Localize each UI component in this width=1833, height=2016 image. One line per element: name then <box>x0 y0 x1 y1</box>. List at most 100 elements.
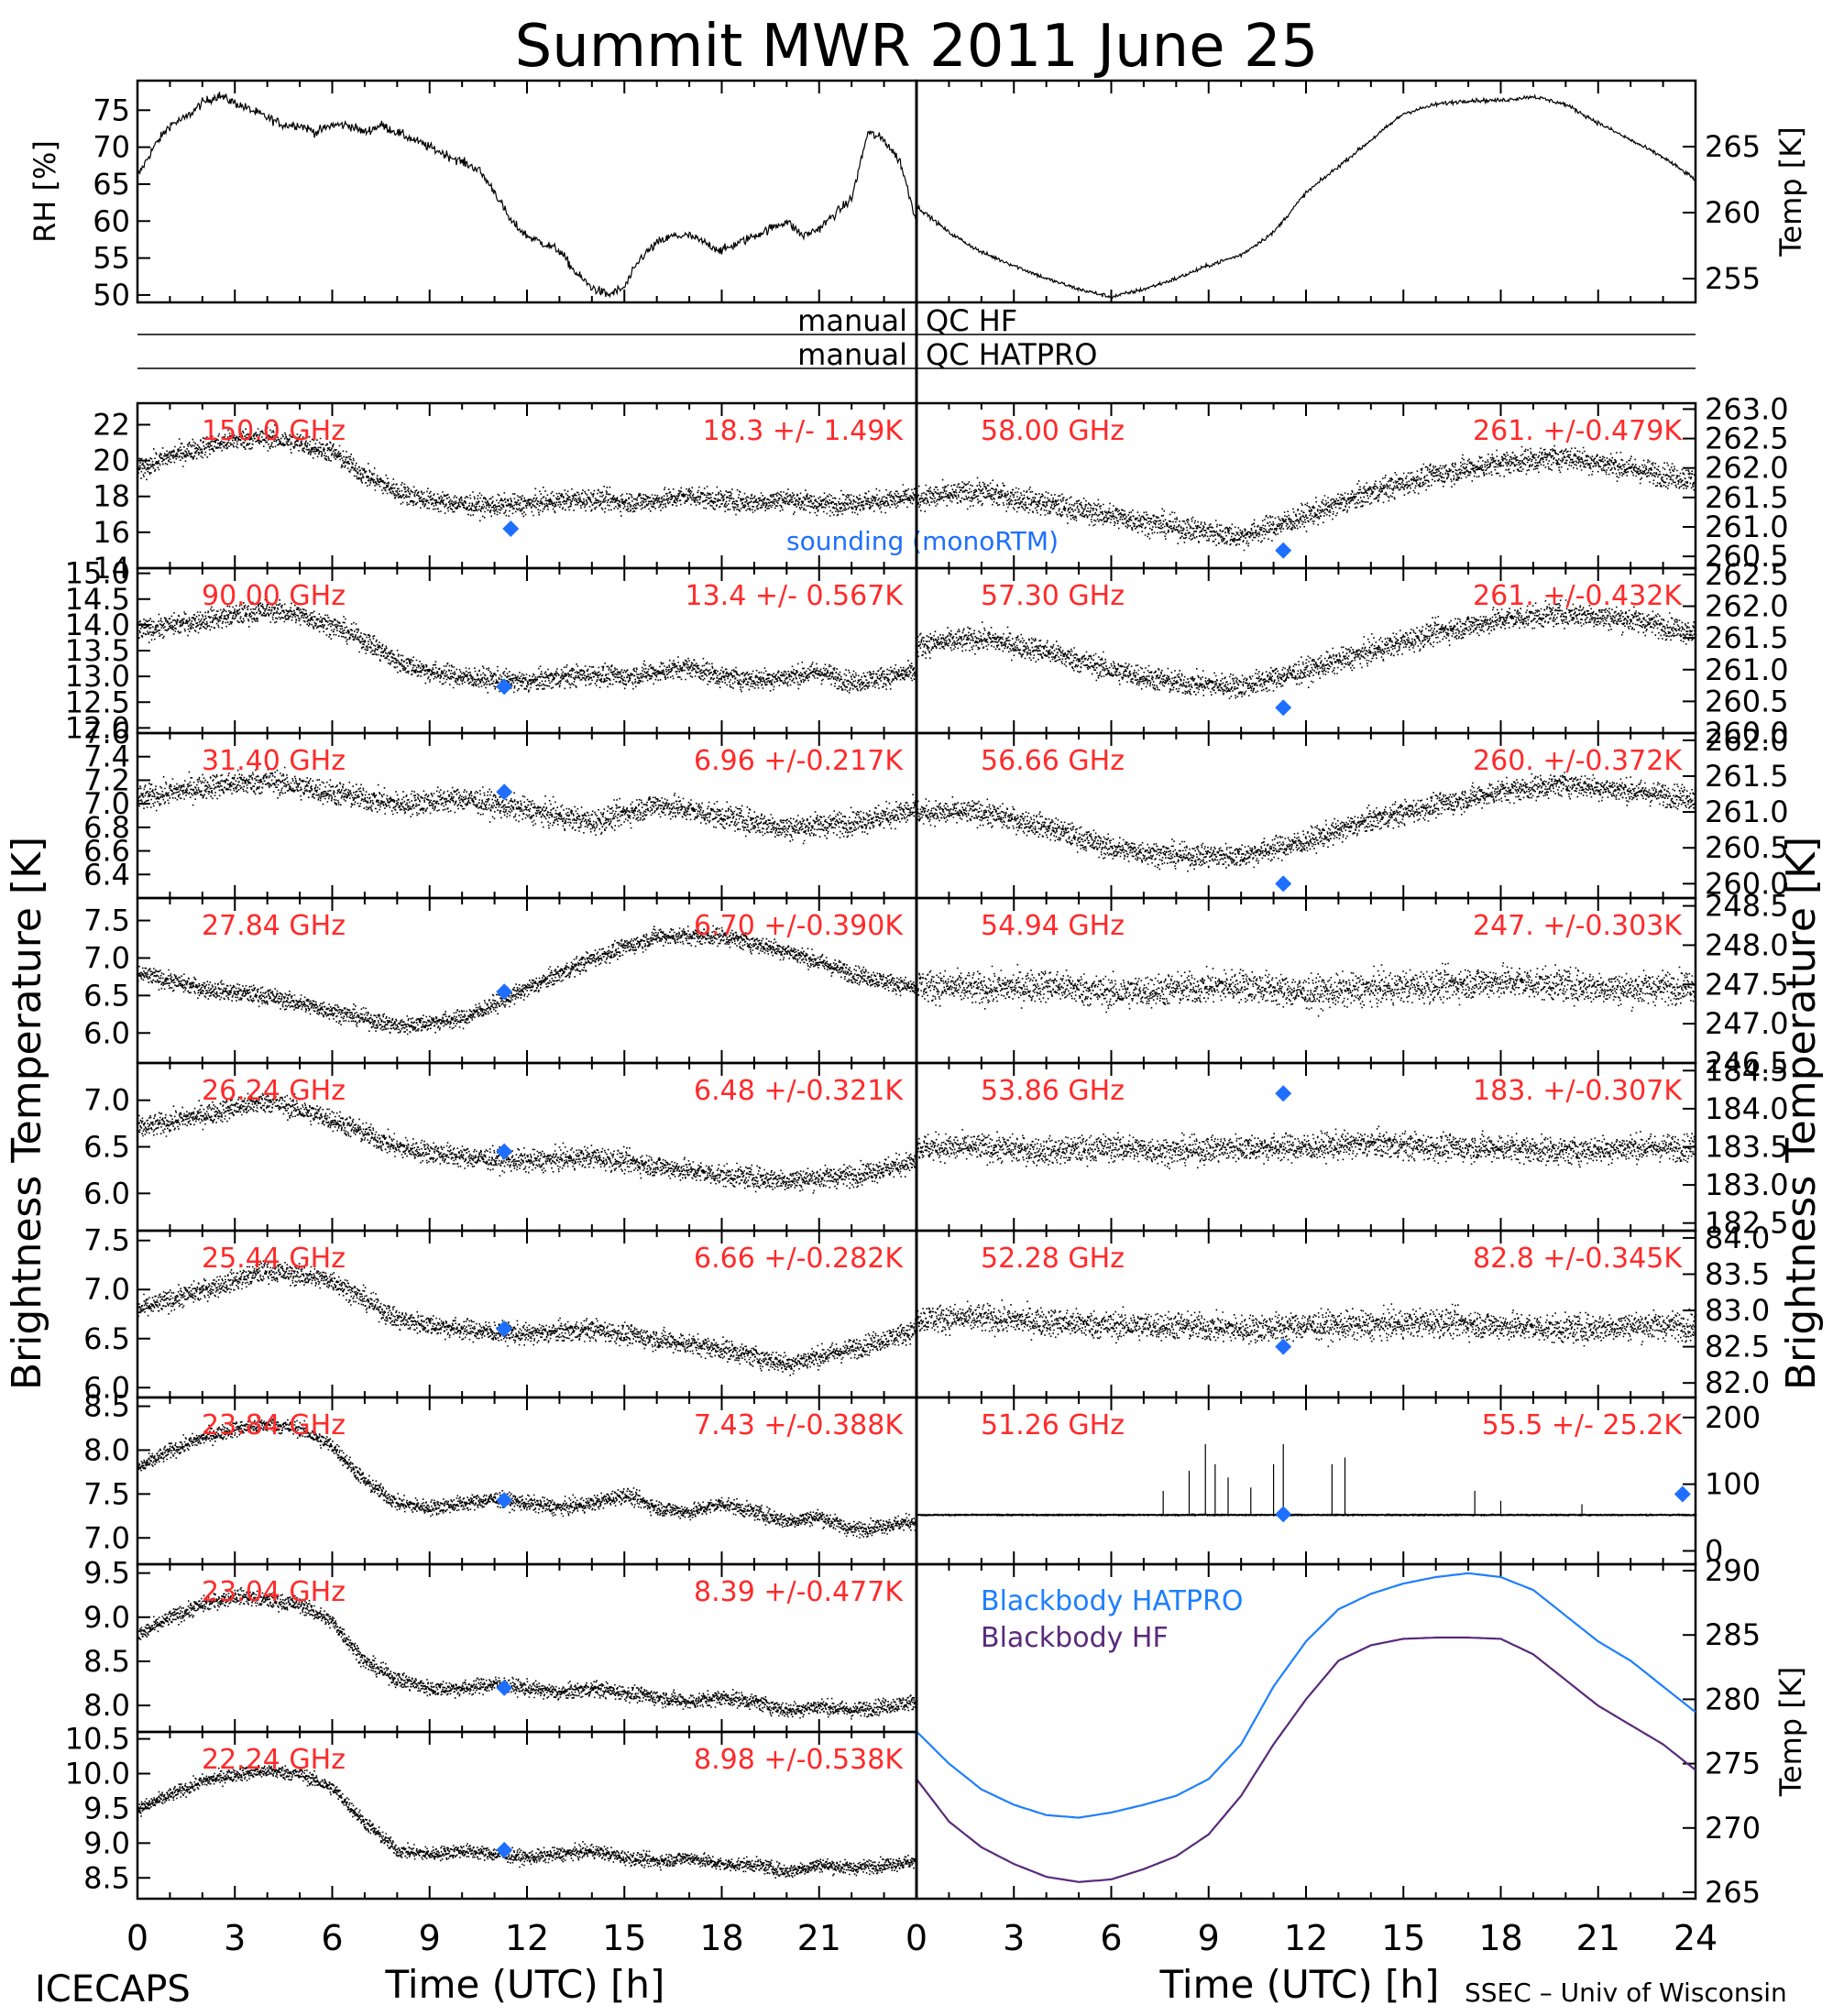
series-p150 <box>137 424 918 522</box>
y-tick-label: 83.5 <box>1705 1256 1770 1291</box>
panel-p51: 0 100 200 51.26 GHz 55.5 +/- 25.2K <box>915 1396 1761 1568</box>
y-tick-label: 9.0 <box>83 1825 130 1860</box>
y-tick-label: 260.0 <box>1705 716 1789 751</box>
series-p23c <box>137 1586 918 1720</box>
y-tick-label: 16 <box>93 515 130 550</box>
y-tick-label: 6.5 <box>83 1321 130 1356</box>
channel-label: 31.40 GHz <box>202 745 346 777</box>
y-tick-label: 7.4 <box>83 740 130 774</box>
series-blackbody <box>916 1572 1696 1883</box>
y-tick-label: 261.0 <box>1705 652 1789 687</box>
y-tick-label: 6.0 <box>83 1370 130 1405</box>
y-tick-label: 22 <box>93 407 130 442</box>
y-tick-label: 265 <box>1705 129 1761 164</box>
channel-stat: 6.70 +/-0.390K <box>694 910 904 942</box>
y-tick-label: 262.5 <box>1705 422 1789 456</box>
scatter-points-p51 <box>916 1513 1697 1517</box>
sounding-marker <box>496 1492 513 1509</box>
channel-label: 26.24 GHz <box>202 1075 346 1107</box>
y-tick-label: 18 <box>93 479 130 514</box>
y-tick-label: 82.0 <box>1705 1365 1770 1400</box>
y-tick-label: 75 <box>93 93 130 127</box>
series-p31 <box>137 766 918 845</box>
line-blackbody-hf <box>916 1636 1696 1883</box>
y-tick-label: 14.0 <box>65 608 130 642</box>
qc-left-label: manual <box>797 337 907 372</box>
series-p53 <box>916 1125 1697 1169</box>
series-temp <box>916 93 1696 300</box>
scatter-points-p53 <box>916 1125 1697 1169</box>
channel-stat: 13.4 +/- 0.567K <box>686 580 905 612</box>
y-tick-label: 8.0 <box>83 1432 130 1467</box>
qc-right-label: QC HATPRO <box>926 337 1097 372</box>
sounding-marker <box>1275 1338 1292 1355</box>
y-tick-label: 7.5 <box>83 1223 130 1258</box>
series-p54 <box>916 962 1697 1017</box>
channel-stat: 8.98 +/-0.538K <box>694 1744 904 1776</box>
channel-label: 150.0 GHz <box>202 415 346 447</box>
y-tick-label: 82.5 <box>1705 1330 1770 1364</box>
y-tick-label: 265 <box>1705 1875 1761 1910</box>
channel-label: 57.30 GHz <box>981 580 1125 612</box>
y-tick-label: 8.5 <box>83 1860 130 1895</box>
scatter-points-p27 <box>137 925 918 1035</box>
sounding-marker <box>1275 1085 1292 1102</box>
series-rh <box>137 92 917 299</box>
y-tick-label: 184.0 <box>1705 1091 1789 1126</box>
x-tick-label: 18 <box>699 1918 743 1958</box>
sounding-legend: sounding (monoRTM) <box>786 526 1059 556</box>
x-tick-label: 15 <box>602 1918 646 1958</box>
panel-ylabel: Temp [K] <box>1773 126 1808 257</box>
channel-stat: 18.3 +/- 1.49K <box>703 415 905 447</box>
y-tick-label: 183.5 <box>1705 1130 1789 1165</box>
channel-label: 56.66 GHz <box>981 745 1125 777</box>
x-tick-label: 3 <box>224 1918 246 1958</box>
y-tick-label: 260.0 <box>1705 866 1789 901</box>
y-tick-label: 83.0 <box>1705 1293 1770 1328</box>
x-tick-label: 24 <box>1674 1918 1718 1958</box>
x-tick-label: 0 <box>906 1918 927 1958</box>
panel-ylabel: RH [%] <box>27 140 62 243</box>
y-tick-label: 260 <box>1705 195 1761 230</box>
y-tick-label: 6.4 <box>83 857 130 892</box>
y-tick-label: 13.0 <box>65 659 130 694</box>
y-tick-label: 248.0 <box>1705 927 1789 962</box>
channel-label: 23.04 GHz <box>202 1576 346 1608</box>
channel-stat: 6.66 +/-0.282K <box>694 1243 904 1275</box>
channel-label: 53.86 GHz <box>981 1075 1125 1107</box>
sounding-marker <box>496 783 513 801</box>
panel-p22: 8.59.09.510.010.5 22.24 GHz 8.98 +/-0.538K <box>65 1722 918 1901</box>
y-tick-label: 7.5 <box>83 904 130 938</box>
scatter-points-p150 <box>137 424 918 522</box>
y-tick-label: 84.0 <box>1705 1221 1770 1255</box>
sounding-marker <box>496 678 513 696</box>
sounding-marker <box>496 1841 513 1858</box>
y-tick-label: 6.5 <box>83 1130 130 1165</box>
figure-title: Summit MWR 2011 June 25 <box>515 13 1319 81</box>
channel-label: 90.00 GHz <box>202 580 346 612</box>
channel-label: 54.94 GHz <box>981 910 1125 942</box>
y-tick-label: 261.0 <box>1705 509 1789 544</box>
x-tick-label: 21 <box>797 1918 841 1958</box>
y-tick-label: 55 <box>93 241 130 276</box>
channel-stat: 261. +/-0.479K <box>1473 415 1683 447</box>
sounding-marker <box>1275 875 1292 893</box>
channel-stat: 55.5 +/- 25.2K <box>1482 1409 1684 1441</box>
channel-label: 52.28 GHz <box>981 1243 1125 1275</box>
y-tick-label: 0 <box>1705 1533 1723 1568</box>
panel-p52: 82.082.583.083.584.0 52.28 GHz 82.8 +/-0.3… <box>915 1221 1770 1400</box>
line-rh <box>137 92 917 299</box>
x-tick-label: 12 <box>505 1918 549 1958</box>
channel-label: 22.24 GHz <box>202 1744 346 1776</box>
xlabel-right: Time (UTC) [h] <box>1159 1962 1440 2007</box>
y-tick-label: 255 <box>1705 261 1761 296</box>
y-tick-label: 248.5 <box>1705 889 1789 924</box>
y-tick-label: 260.5 <box>1705 684 1789 718</box>
xlabel-left: Time (UTC) [h] <box>385 1962 665 2007</box>
scatter-points-p56 <box>916 772 1697 872</box>
qc-left-label: manual <box>797 303 907 338</box>
scatter-points-p90 <box>137 598 918 694</box>
